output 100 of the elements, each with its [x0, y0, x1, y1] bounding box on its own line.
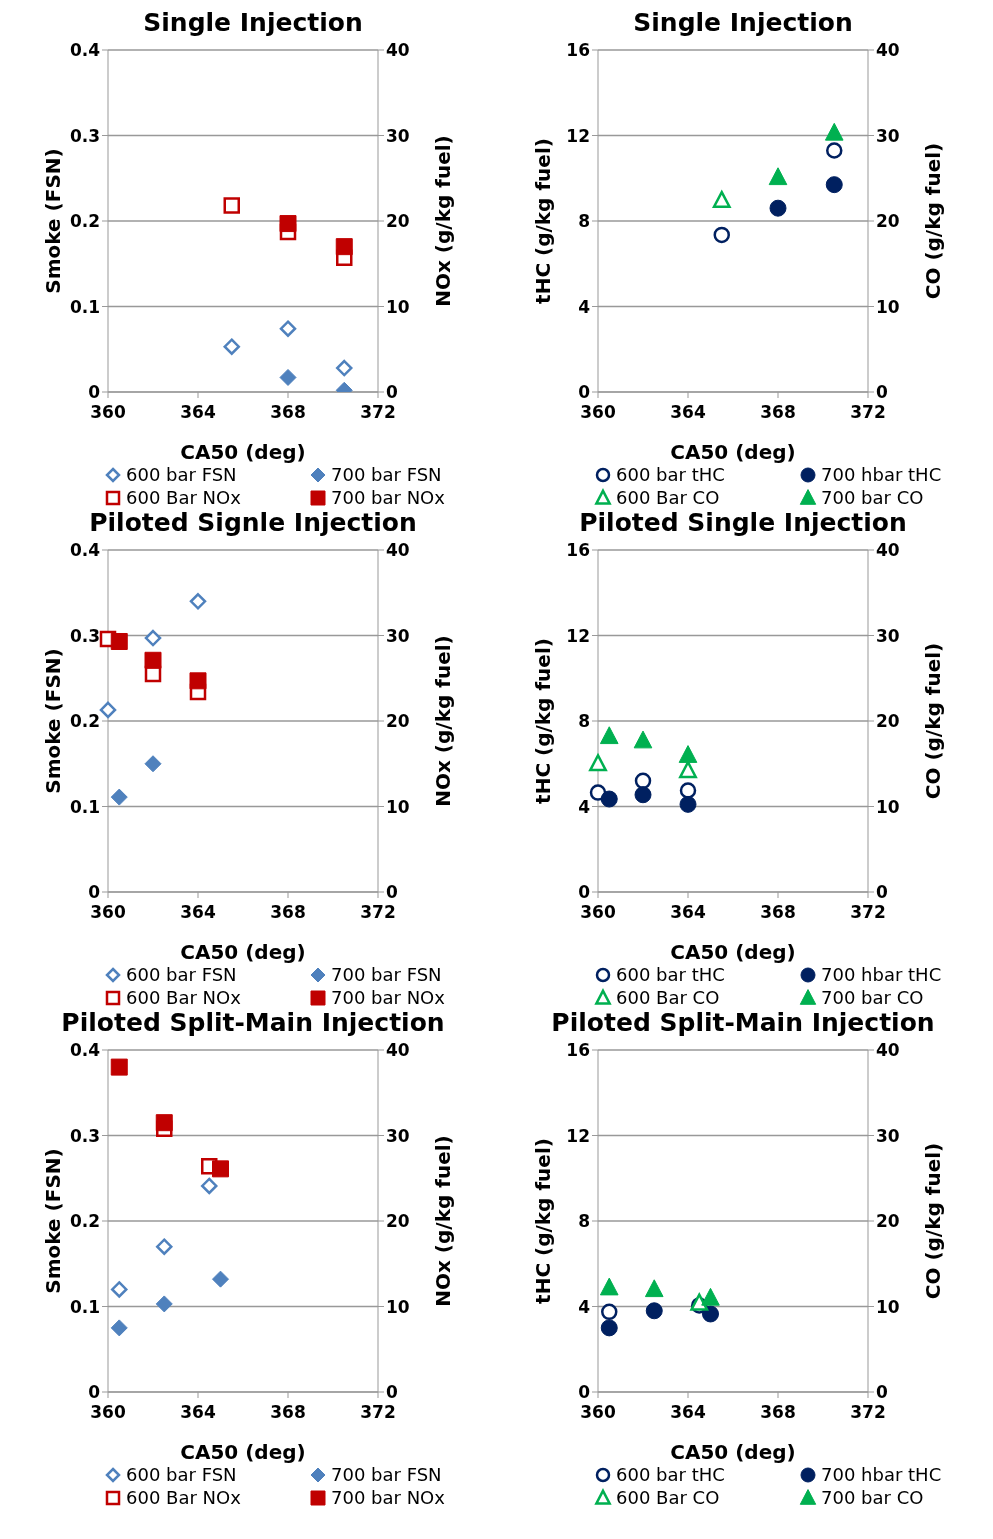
x-tick-label: 360 [90, 402, 126, 423]
y-axis-title: tHC (g/kg fuel) [531, 638, 556, 804]
y2-axis-title: CO (g/kg fuel) [921, 642, 946, 800]
y-tick-label: 0 [578, 882, 591, 903]
legend-label: 600 bar FSN [126, 464, 237, 485]
x-tick-label: 364 [180, 402, 216, 423]
y-tick-label: 12 [566, 125, 590, 146]
x-axis-title: CA50 (deg) [670, 1440, 796, 1464]
legend-label: 600 Bar NOx [126, 987, 241, 1008]
x-tick-label: 368 [760, 902, 796, 923]
x-tick-label: 364 [180, 1402, 216, 1423]
y2-tick-label: 20 [386, 211, 410, 232]
legend-label: 700 bar NOx [331, 987, 445, 1008]
y2-tick-label: 20 [386, 1211, 410, 1232]
y2-tick-label: 10 [386, 296, 410, 317]
y-tick-label: 16 [566, 40, 590, 61]
x-axis-title: CA50 (deg) [180, 1440, 306, 1464]
legend-label: 700 bar NOx [331, 487, 445, 508]
x-tick-label: 364 [670, 402, 706, 423]
y-tick-label: 4 [578, 296, 591, 317]
y2-tick-label: 20 [386, 711, 410, 732]
y-axis-title: Smoke (FSN) [41, 1148, 66, 1294]
y-tick-label: 0.3 [69, 625, 100, 646]
y-tick-label: 0 [88, 1382, 101, 1403]
y-tick-label: 0 [88, 882, 101, 903]
legend-label: 700 bar CO [821, 1487, 924, 1508]
y2-axis-title: CO (g/kg fuel) [921, 142, 946, 300]
y-tick-label: 8 [578, 211, 590, 232]
x-tick-label: 360 [580, 902, 616, 923]
y-tick-label: 0.3 [69, 125, 100, 146]
y2-tick-label: 0 [876, 882, 888, 903]
chart-title: Single Injection [632, 8, 854, 39]
chart-title: Piloted Split-Main Injection [550, 1008, 936, 1039]
legend-label: 600 bar tHC [616, 1464, 725, 1485]
y2-tick-label: 0 [876, 1382, 888, 1403]
y2-tick-label: 40 [876, 540, 900, 561]
x-tick-label: 368 [760, 402, 796, 423]
y-tick-label: 8 [578, 711, 590, 732]
y2-tick-label: 20 [876, 1211, 900, 1232]
y-axis-title: tHC (g/kg fuel) [531, 138, 556, 304]
legend-label: 700 bar FSN [331, 464, 442, 485]
legend-label: 600 Bar NOx [126, 1487, 241, 1508]
y-tick-label: 0.4 [69, 1040, 101, 1061]
x-tick-label: 360 [580, 402, 616, 423]
legend-label: 600 bar tHC [616, 964, 725, 985]
y2-tick-label: 10 [876, 796, 900, 817]
y-tick-label: 4 [578, 796, 591, 817]
legend-label: 700 hbar tHC [821, 464, 942, 485]
y2-tick-label: 0 [386, 882, 398, 903]
x-tick-label: 368 [270, 1402, 306, 1423]
y-tick-label: 12 [566, 1125, 590, 1146]
x-tick-label: 372 [850, 1402, 886, 1423]
y2-axis-title: CO (g/kg fuel) [921, 1142, 946, 1300]
y2-tick-label: 10 [876, 1296, 900, 1317]
y-tick-label: 0 [578, 1382, 591, 1403]
y2-tick-label: 20 [876, 211, 900, 232]
y-tick-label: 0 [578, 382, 591, 403]
x-tick-label: 360 [90, 1402, 126, 1423]
y2-tick-label: 40 [876, 1040, 900, 1061]
legend-label: 600 bar tHC [616, 464, 725, 485]
y-tick-label: 0.2 [69, 1211, 100, 1232]
y2-tick-label: 0 [876, 382, 888, 403]
y2-tick-label: 10 [876, 296, 900, 317]
y2-tick-label: 40 [876, 40, 900, 61]
y2-tick-label: 40 [386, 1040, 410, 1061]
y2-tick-label: 0 [386, 1382, 398, 1403]
y-tick-label: 0.1 [69, 796, 100, 817]
legend-label: 600 Bar CO [616, 487, 720, 508]
chart-title: Piloted Split-Main Injection [60, 1008, 446, 1039]
y-tick-label: 0.4 [69, 40, 101, 61]
y-tick-label: 0.1 [69, 296, 100, 317]
y-tick-label: 16 [566, 1040, 590, 1061]
y2-tick-label: 30 [876, 625, 900, 646]
y-tick-label: 16 [566, 540, 590, 561]
y2-tick-label: 10 [386, 796, 410, 817]
legend-label: 600 Bar CO [616, 987, 720, 1008]
x-axis-title: CA50 (deg) [180, 940, 306, 964]
x-tick-label: 364 [670, 1402, 706, 1423]
y-axis-title: Smoke (FSN) [41, 148, 66, 294]
x-axis-title: CA50 (deg) [180, 440, 306, 464]
y-tick-label: 0.1 [69, 1296, 100, 1317]
legend-label: 700 bar CO [821, 987, 924, 1008]
x-tick-label: 372 [850, 902, 886, 923]
chart-title: Piloted Signle Injection [88, 508, 418, 539]
y-axis-title: Smoke (FSN) [41, 648, 66, 794]
x-axis-title: CA50 (deg) [670, 940, 796, 964]
y2-tick-label: 30 [386, 125, 410, 146]
x-axis-title: CA50 (deg) [670, 440, 796, 464]
y2-tick-label: 30 [876, 125, 900, 146]
y-tick-label: 12 [566, 625, 590, 646]
legend-label: 700 bar NOx [331, 1487, 445, 1508]
y-tick-label: 0.2 [69, 211, 100, 232]
x-tick-label: 372 [360, 902, 396, 923]
legend-label: 700 bar FSN [331, 1464, 442, 1485]
y-axis-title: tHC (g/kg fuel) [531, 1138, 556, 1304]
x-tick-label: 364 [670, 902, 706, 923]
legend-label: 700 bar CO [821, 487, 924, 508]
y2-axis-title: NOx (g/kg fuel) [431, 635, 456, 807]
x-tick-label: 372 [850, 402, 886, 423]
x-tick-label: 368 [270, 902, 306, 923]
